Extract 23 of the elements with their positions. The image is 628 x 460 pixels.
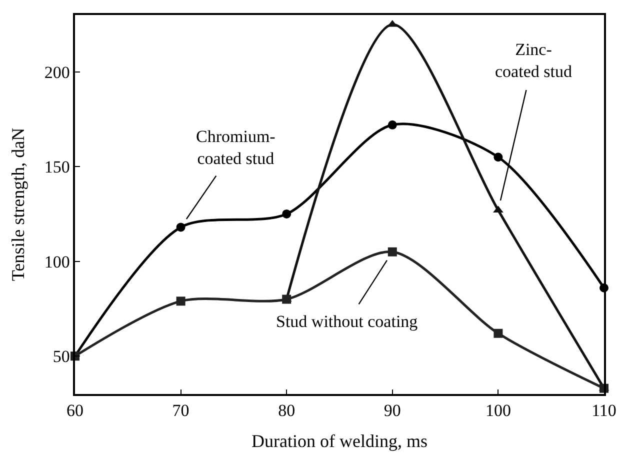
y-axis-title: Tensile strength, daN bbox=[8, 128, 28, 282]
point bbox=[494, 152, 503, 162]
text: Zinc- coated stud bbox=[495, 40, 572, 82]
x-tick-label: 80 bbox=[278, 401, 296, 420]
x-tick-label: 70 bbox=[172, 401, 190, 420]
y-tick-label: 100 bbox=[44, 252, 70, 272]
point bbox=[388, 120, 397, 130]
x-tick-label: 90 bbox=[384, 401, 401, 420]
point bbox=[282, 294, 292, 304]
point bbox=[388, 247, 397, 256]
x-tick-label: 100 bbox=[485, 401, 511, 420]
point bbox=[282, 209, 292, 218]
point bbox=[176, 296, 186, 306]
y-tick-label: 150 bbox=[44, 158, 70, 177]
x-tick-label: 110 bbox=[592, 401, 616, 420]
point bbox=[494, 328, 503, 338]
x-axis-title: Duration of welding, ms bbox=[252, 430, 428, 451]
series-label: Stud without coating bbox=[276, 312, 418, 331]
text: Chromium- coated stud bbox=[196, 127, 276, 168]
x-tick-label: 60 bbox=[66, 401, 84, 420]
y-tick-label: 50 bbox=[52, 347, 70, 366]
point bbox=[176, 222, 186, 232]
y-tick-label: 200 bbox=[44, 62, 70, 82]
